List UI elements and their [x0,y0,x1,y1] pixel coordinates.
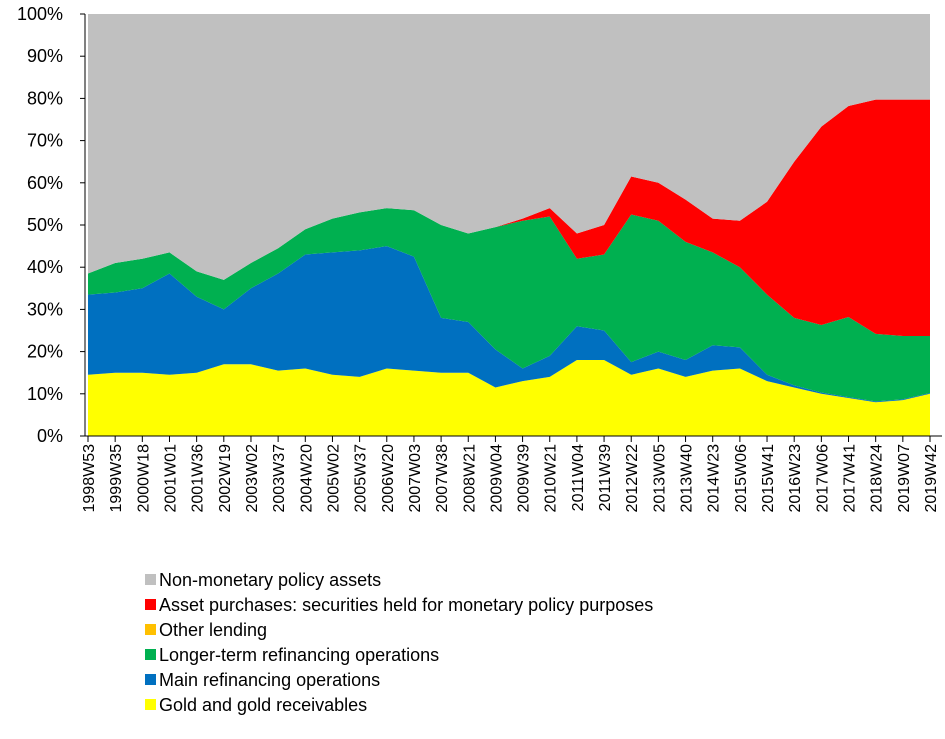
x-tick-label: 2016W23 [787,444,804,513]
x-tick-label: 2004W20 [298,444,315,513]
x-tick-label: 1998W53 [81,444,98,513]
legend-swatch [145,574,156,585]
legend-label: Non-monetary policy assets [159,570,381,590]
area [88,99,930,336]
y-tick-label: 60% [27,173,63,193]
x-tick-label: 2005W02 [325,444,342,513]
x-tick-label: 2015W06 [733,444,750,513]
x-tick-label: 2001W01 [162,444,179,513]
y-tick-label: 0% [37,426,63,446]
x-tick-label: 2001W36 [190,444,207,513]
x-tick-label: 2007W03 [407,444,424,513]
area [88,246,930,403]
x-tick-label: 2002W19 [217,444,234,513]
legend-swatch [145,624,156,635]
x-tick-label: 2012W22 [624,444,641,513]
legend-label: Asset purchases: securities held for mon… [159,595,653,615]
x-tick-label: 2019W07 [896,444,913,513]
x-tick-label: 2017W06 [814,444,831,513]
x-tick-label: 2006W20 [380,444,397,513]
x-tick-label: 2009W39 [516,444,533,513]
y-tick-label: 20% [27,342,63,362]
legend-label: Main refinancing operations [159,670,380,690]
x-tick-label: 2018W24 [869,444,886,513]
y-tick-label: 90% [27,46,63,66]
x-tick-label: 2010W21 [543,444,560,513]
area [88,14,930,280]
x-tick-label: 2011W04 [570,444,587,511]
x-tick-label: 2011W39 [597,444,614,511]
legend-swatch [145,699,156,710]
x-tick-label: 2014W23 [706,444,723,513]
x-tick-label: 2019W42 [923,444,940,513]
legend-label: Other lending [159,620,267,640]
x-tick-label: 2007W38 [434,444,451,513]
x-tick-label: 2008W21 [461,444,478,513]
legend-swatch [145,674,156,685]
legend-label: Longer-term refinancing operations [159,645,439,665]
area [88,360,930,436]
y-tick-label: 70% [27,131,63,151]
y-tick-label: 100% [17,4,63,24]
x-tick-label: 2013W40 [679,444,696,513]
y-tick-label: 50% [27,215,63,235]
area [88,208,930,402]
x-tick-label: 2017W41 [842,444,859,513]
y-tick-label: 40% [27,257,63,277]
y-tick-label: 30% [27,299,63,319]
legend-swatch [145,599,156,610]
legend-label: Gold and gold receivables [159,695,367,715]
x-tick-label: 2009W04 [488,444,505,513]
x-tick-label: 2013W05 [651,444,668,513]
x-tick-label: 2005W37 [353,444,370,513]
x-tick-label: 2003W02 [244,444,261,513]
y-tick-label: 80% [27,88,63,108]
legend-swatch [145,649,156,660]
x-tick-label: 1999W35 [108,444,125,513]
x-tick-label: 2015W41 [760,444,777,513]
x-tick-label: 2000W18 [135,444,152,513]
x-tick-label: 2003W37 [271,444,288,513]
y-tick-label: 10% [27,384,63,404]
